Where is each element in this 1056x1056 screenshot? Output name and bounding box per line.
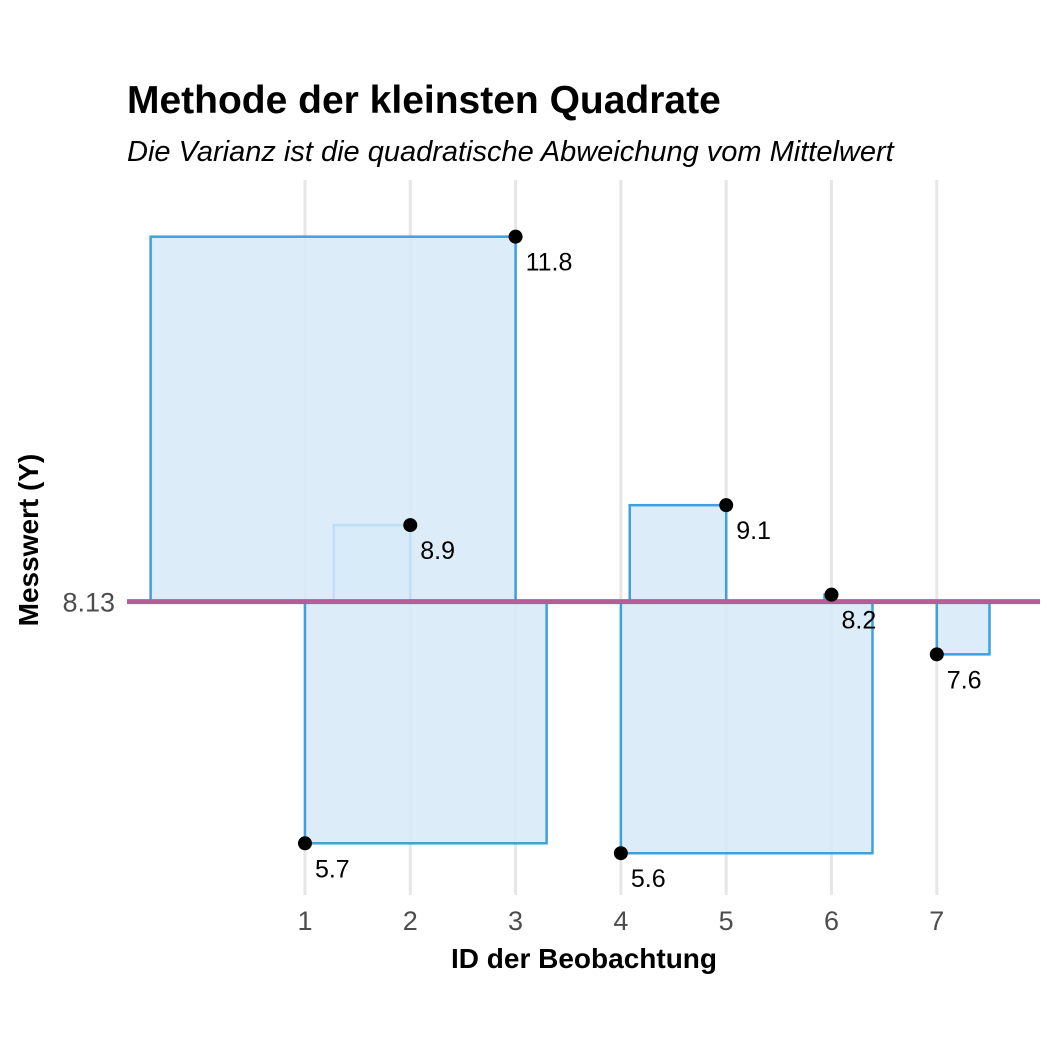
tick-labels: 1 2 3 4 5 6 7 8.13 [62, 588, 944, 936]
data-label-1: 5.7 [315, 855, 350, 883]
data-point-7 [929, 647, 944, 662]
data-label-5: 9.1 [736, 517, 771, 545]
data-points [297, 229, 944, 861]
data-labels: 5.7 8.9 11.8 5.6 9.1 8.2 7.6 [315, 249, 982, 894]
data-label-2: 8.9 [420, 537, 455, 565]
x-tick-label-6: 6 [824, 906, 839, 936]
x-tick-label-1: 1 [297, 906, 312, 936]
x-tick-label-4: 4 [613, 906, 628, 936]
deviation-square-4 [619, 600, 874, 855]
data-point-3 [508, 229, 523, 244]
deviation-square-1 [303, 600, 548, 845]
x-tick-label-7: 7 [929, 906, 944, 936]
y-axis-title: Messwert (Y) [13, 454, 44, 627]
data-point-6 [824, 587, 839, 602]
data-point-2 [403, 518, 418, 533]
y-tick-label-mean: 8.13 [62, 588, 115, 618]
data-point-1 [297, 836, 312, 851]
x-tick-label-3: 3 [508, 906, 523, 936]
data-label-4: 5.6 [631, 865, 666, 893]
data-point-4 [613, 846, 628, 861]
data-point-5 [719, 498, 734, 513]
squares [149, 235, 991, 855]
x-tick-label-5: 5 [719, 906, 734, 936]
x-tick-label-2: 2 [403, 906, 418, 936]
data-label-7: 7.6 [947, 666, 982, 694]
deviation-square-3 [149, 235, 517, 603]
chart-subtitle: Die Varianz ist die quadratische Abweich… [127, 136, 896, 168]
chart-title: Methode der kleinsten Quadrate [127, 79, 721, 122]
deviation-square-7 [935, 600, 991, 656]
deviation-square-5 [628, 503, 728, 603]
x-axis-title: ID der Beobachtung [451, 943, 717, 974]
data-label-3: 11.8 [526, 249, 573, 277]
data-label-6: 8.2 [841, 607, 876, 635]
